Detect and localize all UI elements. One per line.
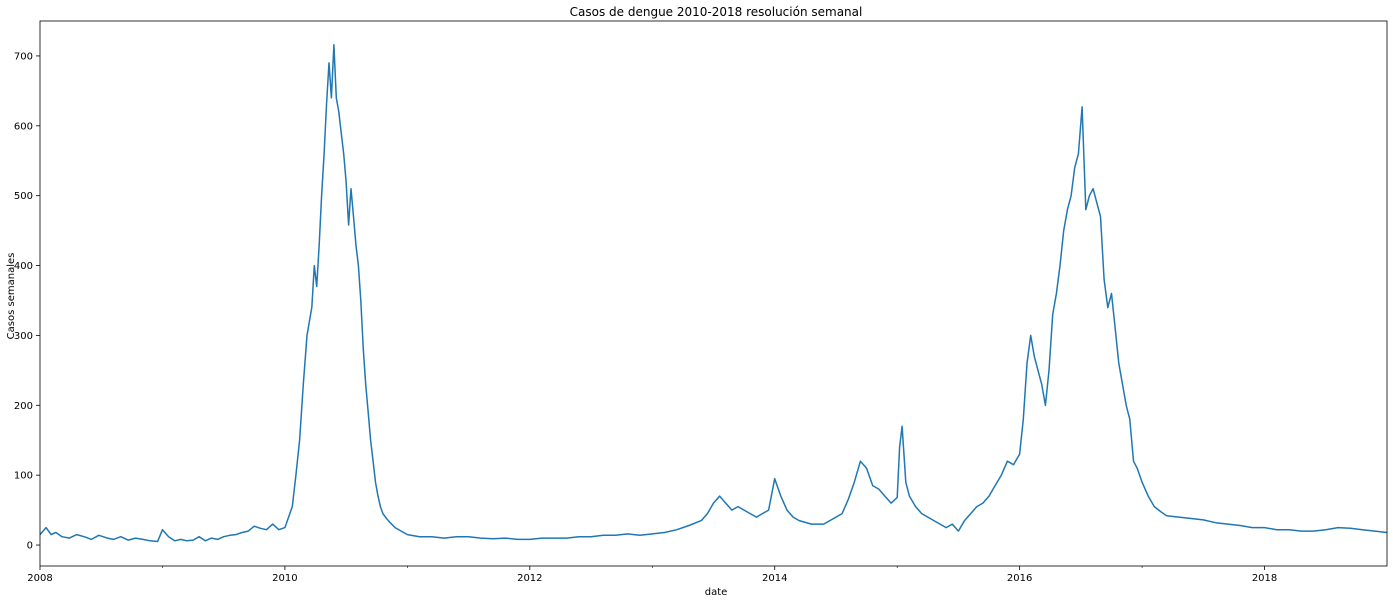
- plot-background: [40, 21, 1387, 566]
- y-axis-label: Casos semanales: [6, 253, 17, 340]
- plot-frame: [39, 20, 1388, 567]
- y-tick-label: 100: [14, 471, 33, 482]
- x-tick-label: 2012: [517, 573, 542, 584]
- x-axis-label: date: [705, 587, 728, 598]
- x-tick-label: 2008: [27, 573, 52, 584]
- y-tick-label: 500: [14, 191, 33, 202]
- y-tick-label: 700: [14, 51, 33, 62]
- y-tick-label: 300: [14, 331, 33, 342]
- y-tick-label: 0: [27, 541, 33, 552]
- x-tick-label: 2018: [1252, 573, 1277, 584]
- y-tick-label: 400: [14, 261, 33, 272]
- x-axis-ticks: 2008 2010 2012 2014 2016 2018: [27, 566, 1277, 584]
- y-tick-label: 600: [14, 121, 33, 132]
- chart-title: Casos de dengue 2010-2018 resolución sem…: [570, 5, 863, 19]
- x-tick-label: 2010: [272, 573, 297, 584]
- x-tick-label: 2016: [1007, 573, 1032, 584]
- y-axis-ticks: 0 100 200 300 400 500 600 700: [14, 51, 40, 552]
- series-line: [39, 44, 1388, 543]
- x-tick-label: 2014: [762, 573, 787, 584]
- y-tick-label: 200: [14, 401, 33, 412]
